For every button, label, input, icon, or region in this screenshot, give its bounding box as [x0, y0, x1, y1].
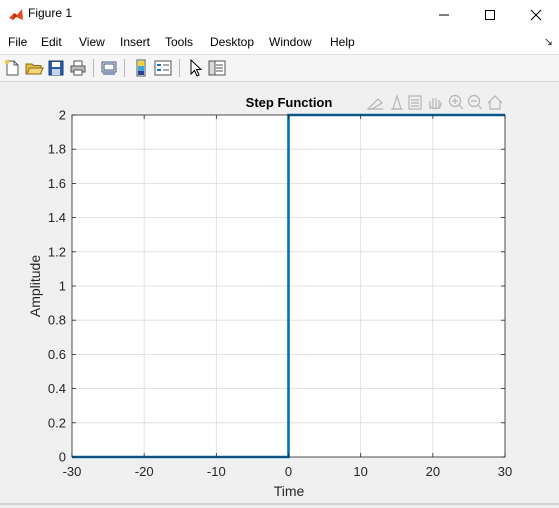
toolbar-separator [124, 59, 125, 77]
y-tick-label: 0.4 [48, 381, 66, 396]
maximize-icon [485, 10, 495, 20]
menu-view[interactable]: View [79, 35, 105, 49]
open-file-icon[interactable] [24, 58, 44, 78]
x-tick-label: -10 [207, 464, 226, 479]
menu-insert[interactable]: Insert [120, 35, 151, 49]
x-axis-label: Time [274, 483, 305, 499]
x-tick-label: 30 [498, 464, 512, 479]
x-tick-label: -30 [63, 464, 82, 479]
property-inspector-icon[interactable] [207, 58, 227, 78]
minimize-button[interactable] [421, 0, 467, 30]
axes-toolbar [366, 93, 503, 110]
matlab-logo-icon [9, 9, 23, 20]
menu-tools[interactable]: Tools [165, 35, 194, 49]
menu-file[interactable]: File [8, 35, 28, 49]
window-bottom-border [0, 503, 559, 505]
title-bar: Figure 1 [0, 0, 559, 30]
close-icon [530, 9, 542, 21]
y-tick-label: 1.8 [48, 142, 66, 157]
legend-icon[interactable] [153, 58, 173, 78]
y-axis-label: Amplitude [27, 255, 43, 317]
print-preview-icon[interactable] [99, 58, 119, 78]
y-tick-label: 0 [59, 450, 66, 465]
toolbar-separator [179, 59, 180, 77]
y-tick-label: 0.2 [48, 415, 66, 430]
data-tips-icon[interactable] [391, 93, 403, 110]
zoom-out-icon[interactable] [467, 94, 483, 110]
maximize-button[interactable] [467, 0, 513, 30]
menu-desktop[interactable]: Desktop [210, 35, 255, 49]
y-tick-label: 0.8 [48, 313, 66, 328]
pointer-icon[interactable] [185, 58, 205, 78]
window-title: Figure 1 [28, 6, 73, 20]
chart-title: Step Function [246, 95, 333, 110]
menu-edit[interactable]: Edit [41, 35, 62, 49]
pan-icon[interactable] [429, 98, 442, 110]
y-tick-labels: 0 0.2 0.4 0.6 0.8 1 1.2 1.4 1.6 1.8 2 [48, 108, 66, 465]
plot-canvas[interactable]: -30 -20 -10 0 10 20 30 0 0.2 0.4 0.6 0.8 1 1.2 1.4 1.6… [0, 82, 559, 503]
zoom-in-icon[interactable] [448, 94, 464, 110]
x-tick-label: 0 [285, 464, 292, 479]
figure-toolbar [0, 55, 559, 82]
restore-view-icon[interactable] [408, 95, 422, 110]
tick-marks [71, 114, 506, 458]
figure-canvas: -30 -20 -10 0 10 20 30 0 0.2 0.4 0.6 0.8 1 1.2 1.4 1.6… [0, 82, 559, 503]
y-tick-label: 1 [59, 279, 66, 294]
colorbar-icon[interactable] [131, 58, 151, 78]
menu-help[interactable]: Help [330, 35, 355, 49]
toolbar-separator [93, 59, 94, 77]
menu-bar: File Edit View Insert Tools Desktop Wind… [0, 30, 559, 55]
x-tick-label: 10 [353, 464, 367, 479]
home-icon[interactable] [487, 95, 503, 110]
x-tick-label: -20 [135, 464, 154, 479]
y-tick-label: 1.2 [48, 244, 66, 259]
close-button[interactable] [513, 0, 559, 30]
save-icon[interactable] [46, 58, 66, 78]
x-tick-labels: -30 -20 -10 0 10 20 30 [63, 464, 513, 479]
x-tick-label: 20 [426, 464, 440, 479]
dock-arrow-icon[interactable]: ↘ [543, 36, 553, 48]
minimize-icon [439, 14, 449, 16]
y-tick-label: 2 [59, 108, 66, 123]
print-icon[interactable] [68, 58, 88, 78]
new-figure-icon[interactable] [2, 58, 22, 78]
menu-window[interactable]: Window [269, 35, 312, 49]
brush-icon[interactable] [366, 98, 383, 110]
y-tick-label: 1.6 [48, 176, 66, 191]
y-tick-label: 1.4 [48, 210, 66, 225]
y-tick-label: 0.6 [48, 347, 66, 362]
